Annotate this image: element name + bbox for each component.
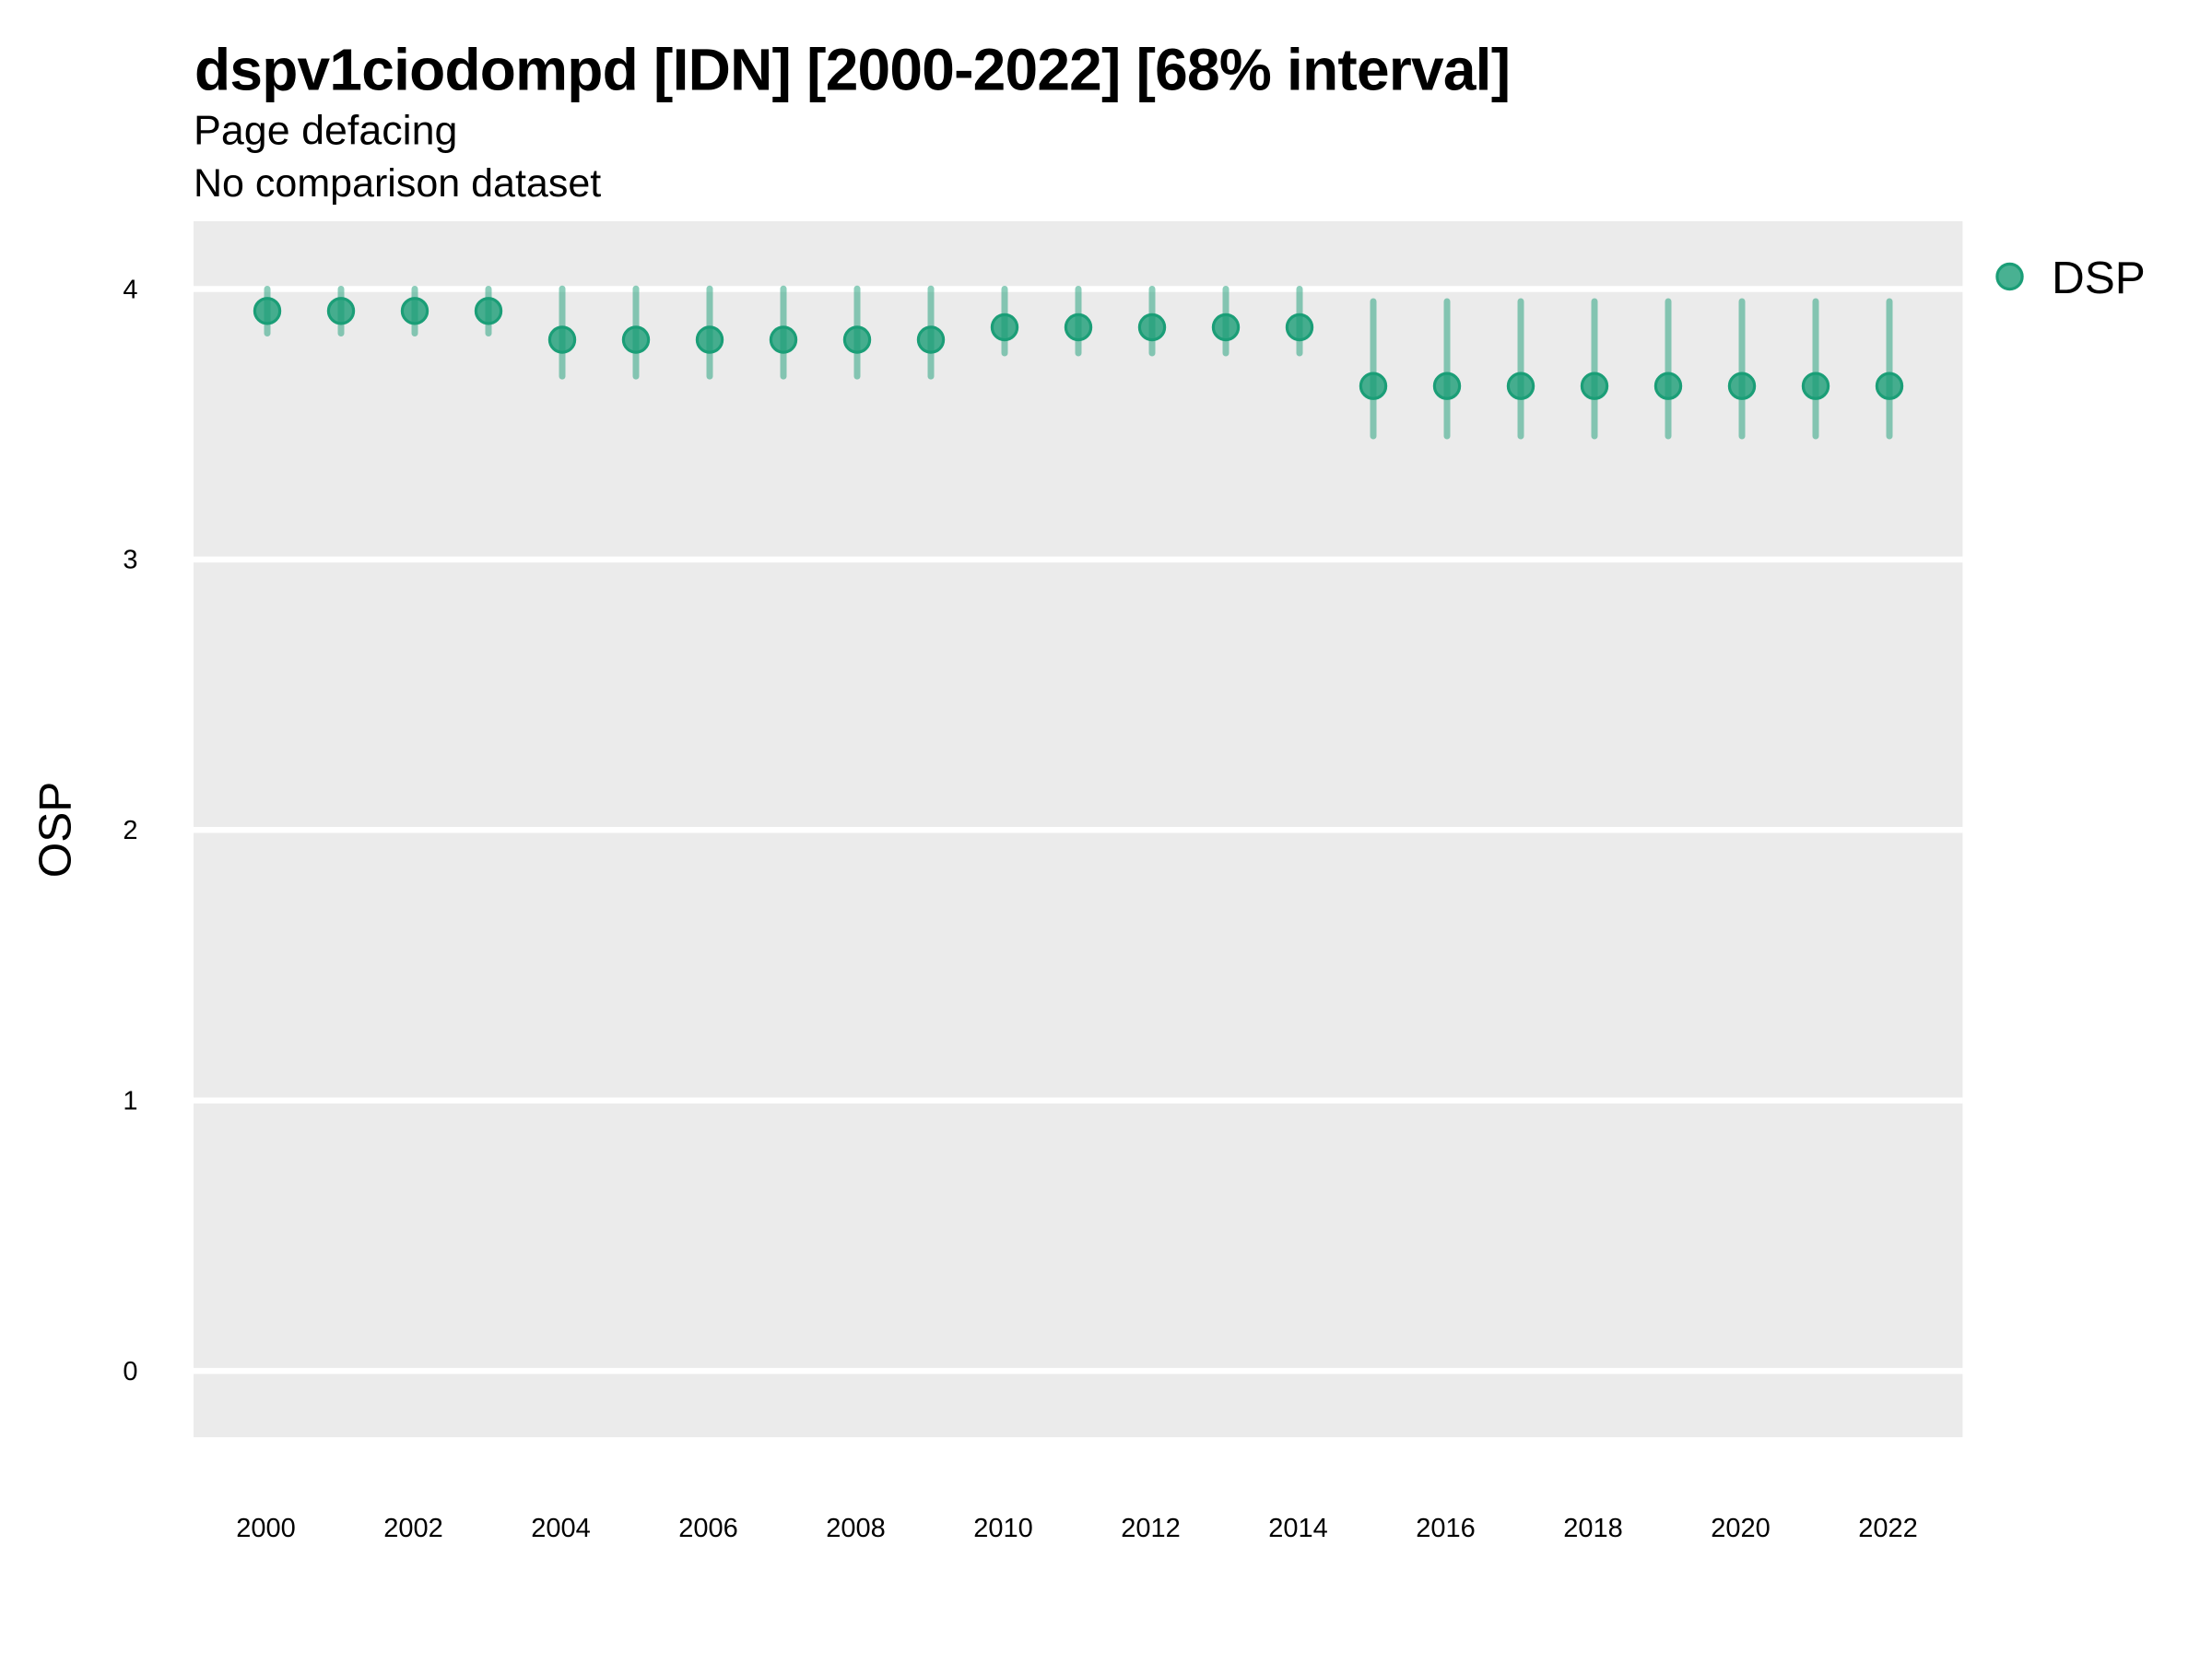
svg-text:2000: 2000 [236, 1514, 296, 1543]
svg-text:2022: 2022 [1858, 1514, 1918, 1543]
svg-text:2012: 2012 [1121, 1514, 1181, 1543]
svg-text:2006: 2006 [678, 1514, 738, 1543]
svg-text:2014: 2014 [1268, 1514, 1328, 1543]
svg-text:dspv1ciodompd [IDN] [2000-2022: dspv1ciodompd [IDN] [2000-2022] [68% int… [194, 37, 1510, 103]
svg-text:2016: 2016 [1416, 1514, 1476, 1543]
svg-text:Page defacing: Page defacing [194, 108, 457, 154]
svg-text:3: 3 [123, 546, 137, 575]
svg-text:DSP: DSP [2052, 253, 2146, 303]
svg-text:4: 4 [123, 276, 137, 305]
svg-text:2010: 2010 [973, 1514, 1033, 1543]
svg-text:2004: 2004 [531, 1514, 591, 1543]
svg-text:2008: 2008 [826, 1514, 886, 1543]
svg-text:2018: 2018 [1563, 1514, 1623, 1543]
svg-text:1: 1 [123, 1087, 137, 1116]
svg-text:0: 0 [123, 1357, 137, 1387]
svg-text:No comparison dataset: No comparison dataset [194, 161, 601, 206]
svg-text:2020: 2020 [1711, 1514, 1771, 1543]
svg-text:OSP: OSP [30, 782, 81, 879]
svg-text:2002: 2002 [383, 1514, 443, 1543]
svg-text:2: 2 [123, 816, 137, 845]
